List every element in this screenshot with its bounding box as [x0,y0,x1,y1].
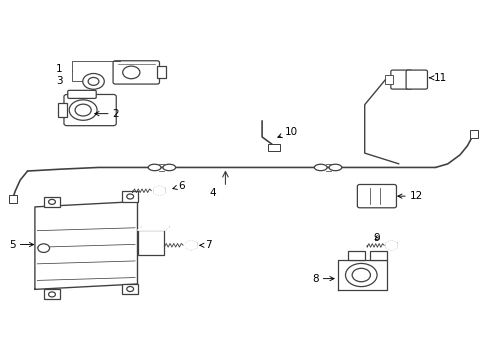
Bar [157,67,166,78]
Text: 11: 11 [430,73,447,83]
Text: 8: 8 [313,274,334,284]
Bar [44,197,60,207]
Bar [347,251,365,260]
Bar [122,192,138,202]
Bar [44,289,60,300]
Text: 12: 12 [398,191,423,201]
FancyBboxPatch shape [357,184,396,208]
Polygon shape [138,226,169,230]
FancyBboxPatch shape [68,90,96,98]
Circle shape [345,264,377,287]
Bar [268,144,280,150]
Polygon shape [386,241,397,250]
FancyBboxPatch shape [406,70,427,89]
Bar [9,195,17,203]
Circle shape [49,199,55,204]
FancyBboxPatch shape [391,70,412,89]
Ellipse shape [163,164,175,171]
Polygon shape [154,186,165,195]
Circle shape [69,100,97,120]
Text: 4: 4 [210,188,217,198]
Bar [369,251,387,260]
Text: 3: 3 [56,76,63,86]
Text: 2: 2 [95,109,119,119]
Text: 6: 6 [173,181,185,191]
Circle shape [38,244,49,252]
Ellipse shape [315,164,327,171]
Circle shape [122,66,140,79]
Circle shape [75,104,91,116]
Text: 5: 5 [10,239,33,249]
FancyBboxPatch shape [64,94,116,126]
Circle shape [127,287,134,292]
Text: 1: 1 [56,64,63,74]
Text: 9: 9 [373,233,380,243]
Text: 7: 7 [200,240,212,250]
Bar [58,103,67,117]
Circle shape [127,194,134,199]
Bar [122,284,138,294]
Polygon shape [186,240,197,250]
Polygon shape [35,202,138,289]
Polygon shape [338,260,387,290]
Ellipse shape [148,164,161,171]
Circle shape [49,292,55,297]
Circle shape [88,77,99,85]
Ellipse shape [329,164,342,171]
Circle shape [352,268,370,282]
Circle shape [83,73,104,89]
Text: 10: 10 [278,127,298,138]
Bar [386,75,393,85]
FancyBboxPatch shape [113,61,159,84]
Bar [138,230,164,255]
Bar [470,130,478,138]
